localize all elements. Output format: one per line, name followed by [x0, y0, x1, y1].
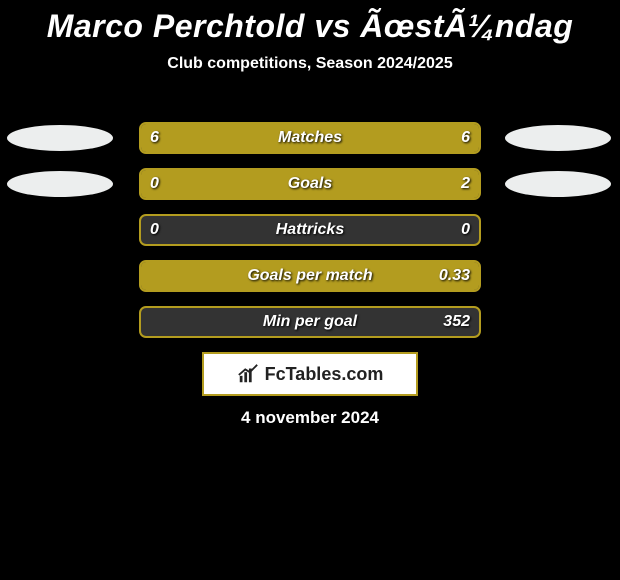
- stat-row: 0 Hattricks 0: [0, 214, 620, 246]
- logo-text: FcTables.com: [265, 364, 384, 385]
- stat-row: Goals per match 0.33: [0, 260, 620, 292]
- stat-label: Goals per match: [141, 262, 479, 290]
- player-right-placeholder: [505, 125, 611, 151]
- date-text: 4 november 2024: [0, 408, 620, 428]
- stat-bar: 6 Matches 6: [139, 122, 481, 154]
- stat-label: Min per goal: [141, 308, 479, 336]
- comparison-infographic: Marco Perchtold vs ÃœstÃ¼ndag Club compe…: [0, 0, 620, 580]
- stat-bar: Min per goal 352: [139, 306, 481, 338]
- stat-bar: 0 Goals 2: [139, 168, 481, 200]
- stat-label: Goals: [141, 170, 479, 198]
- stat-rows: 6 Matches 6 0 Goals 2 0 Hattri: [0, 122, 620, 352]
- stat-row: 6 Matches 6: [0, 122, 620, 154]
- fctables-logo: FcTables.com: [202, 352, 418, 396]
- stat-value-right: 0: [461, 216, 470, 244]
- chart-icon: [237, 363, 259, 385]
- stat-value-right: 6: [461, 124, 470, 152]
- stat-value-right: 352: [443, 308, 470, 336]
- stat-value-right: 2: [461, 170, 470, 198]
- stat-label: Matches: [141, 124, 479, 152]
- stat-row: Min per goal 352: [0, 306, 620, 338]
- player-left-placeholder: [7, 171, 113, 197]
- player-left-placeholder: [7, 125, 113, 151]
- stat-label: Hattricks: [141, 216, 479, 244]
- stat-value-right: 0.33: [439, 262, 470, 290]
- stat-bar: 0 Hattricks 0: [139, 214, 481, 246]
- stat-bar: Goals per match 0.33: [139, 260, 481, 292]
- stat-row: 0 Goals 2: [0, 168, 620, 200]
- page-title: Marco Perchtold vs ÃœstÃ¼ndag: [0, 0, 620, 45]
- player-right-placeholder: [505, 171, 611, 197]
- page-subtitle: Club competitions, Season 2024/2025: [0, 55, 620, 73]
